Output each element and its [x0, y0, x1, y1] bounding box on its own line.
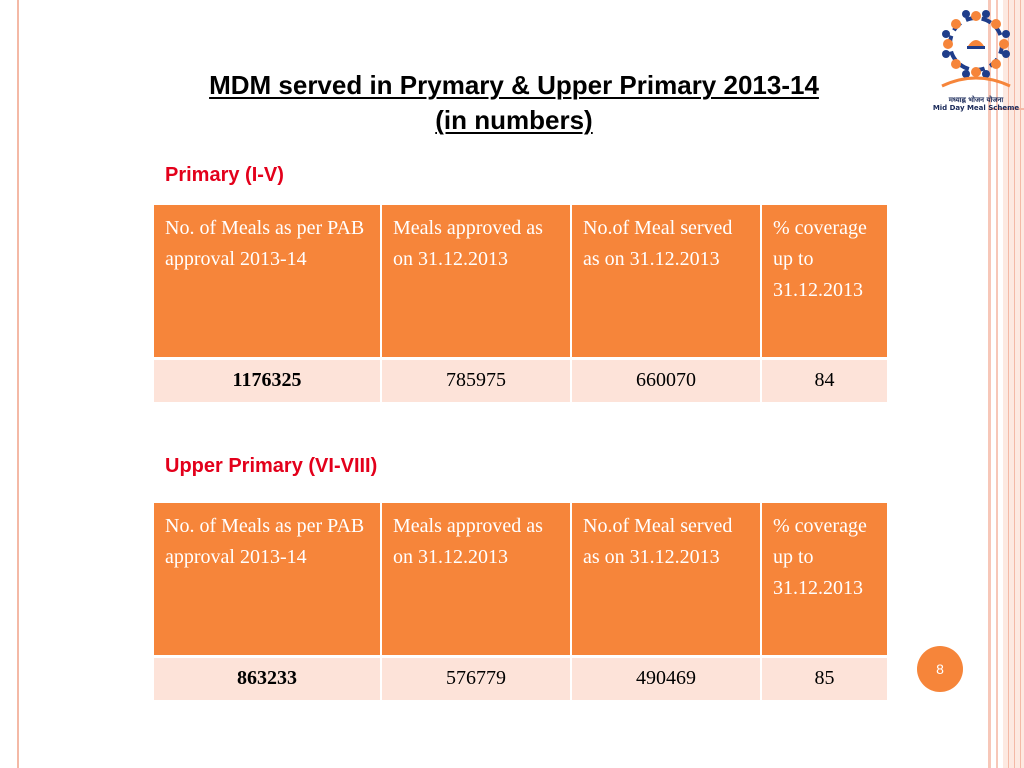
- primary-table: No. of Meals as per PAB approval 2013-14…: [154, 205, 887, 402]
- decor-stripe: [1014, 0, 1015, 768]
- decor-stripe: [1020, 0, 1021, 768]
- table-header-row: No. of Meals as per PAB approval 2013-14…: [154, 503, 887, 658]
- decor-line: [988, 108, 1024, 110]
- decor-stripe: [996, 0, 998, 768]
- mid-day-meal-logo-icon: [928, 0, 1024, 112]
- cell-meals-served: 660070: [571, 358, 762, 402]
- page-number-badge: 8: [917, 646, 963, 692]
- cell-pab-approval: 1176325: [154, 358, 382, 402]
- left-border: [17, 0, 19, 768]
- upper-primary-section-label: Upper Primary (VI-VIII): [165, 455, 378, 477]
- cell-meals-approved: 576779: [381, 656, 572, 700]
- header-meals-served: No.of Meal served as on 31.12.2013: [571, 205, 762, 360]
- header-meals-served: No.of Meal served as on 31.12.2013: [571, 503, 762, 658]
- logo-caption-english: Mid Day Meal Scheme: [932, 104, 1020, 112]
- slide-title-line1: MDM served in Prymary & Upper Primary 20…: [209, 70, 819, 100]
- decor-stripe: [988, 0, 991, 768]
- cell-meals-served: 490469: [571, 656, 762, 700]
- table-row: 863233 576779 490469 85: [154, 656, 887, 700]
- cell-coverage: 84: [761, 358, 887, 402]
- header-pab-approval: No. of Meals as per PAB approval 2013-14: [154, 503, 382, 658]
- cell-meals-approved: 785975: [381, 358, 572, 402]
- table-row: 1176325 785975 660070 84: [154, 358, 887, 402]
- header-meals-approved: Meals approved as on 31.12.2013: [381, 205, 572, 360]
- slide-title-line2: (in numbers): [435, 105, 593, 135]
- cell-pab-approval: 863233: [154, 656, 382, 700]
- header-pab-approval: No. of Meals as per PAB approval 2013-14: [154, 205, 382, 360]
- logo-caption-hindi: मध्याह्न भोजन योजना: [948, 96, 1004, 104]
- primary-section-label: Primary (I-V): [165, 164, 284, 186]
- slide-title: MDM served in Prymary & Upper Primary 20…: [80, 68, 948, 138]
- header-meals-approved: Meals approved as on 31.12.2013: [381, 503, 572, 658]
- cell-coverage: 85: [761, 656, 887, 700]
- header-coverage: % coverage up to 31.12.2013: [761, 503, 887, 658]
- upper-primary-table: No. of Meals as per PAB approval 2013-14…: [154, 503, 887, 700]
- logo-caption: मध्याह्न भोजन योजना Mid Day Meal Scheme: [930, 96, 1022, 112]
- decor-stripe: [1008, 0, 1009, 768]
- table-header-row: No. of Meals as per PAB approval 2013-14…: [154, 205, 887, 360]
- header-coverage: % coverage up to 31.12.2013: [761, 205, 887, 360]
